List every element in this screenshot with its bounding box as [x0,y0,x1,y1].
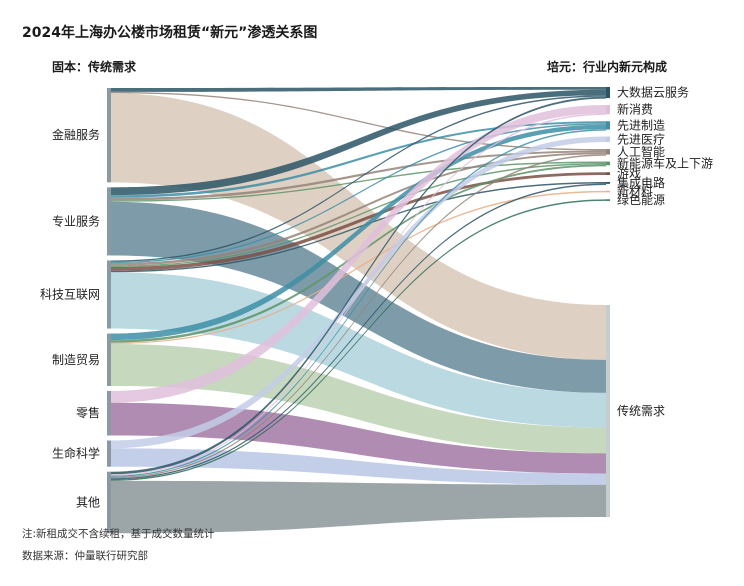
left-node-e4b893e4b89ae69c8de58aa1 [107,187,111,256]
right-node-e58588e8bf9be58cbbe79697 [606,136,610,143]
flow-e7a791e68a80e4ba92e88194e7bd91-to-e6b8b8e6888f [111,172,606,271]
right-node-label: 先进医疗 [617,132,665,146]
right-node-label: 人工智能 [617,144,665,159]
right-node-label: 游戏 [617,167,641,181]
flow-e7a791e68a80e4ba92e88194e7bd91-to-e4bca0e7bb9fe99c80e6b182 [111,272,606,428]
flow-e585b6e4bb96-to-e4babae5b7a5e699bae883bd [111,154,606,479]
flow-e585b6e4bb96-to-e5a4a7e695b0e68daee4ba91e69c8de58aa1 [111,96,606,475]
left-node-label: 零售 [76,405,100,420]
flow-e588b6e980a0e8b4b8e69893-to-e696b0e69d90e69699 [111,190,606,345]
left-node-e585b6e4bb96 [107,471,111,534]
data-source: 数据来源：仲量联行研究部 [22,550,148,562]
flow-e99bb6e594ae-to-e4bca0e7bb9fe99c80e6b182 [111,402,606,474]
flow-e585b6e4bb96-to-e99b86e68890e794b5e8b7af [111,183,606,480]
flow-e7a791e68a80e4ba92e88194e7bd91-to-e4babae5b7a5e699bae883bd [111,152,606,266]
right-node-label: 绿色能源 [617,192,665,207]
left-node-label: 其他 [76,495,100,509]
sankey-links [111,87,606,534]
right-node-e696b0e6b688e8b4b9 [606,105,610,115]
right-node-label: 新能源车及上下游 [617,155,713,170]
flow-e4b893e4b89ae69c8de58aa1-to-e4babae5b7a5e699bae883bd [111,150,606,201]
flow-e4b893e4b89ae69c8de58aa1-to-e4bca0e7bb9fe99c80e6b182 [111,201,606,393]
left-node-label: 科技互联网 [40,288,100,302]
chart-title: 2024年上海办公楼市场租赁“新元”渗透关系图 [22,25,318,41]
right-column-header: 培元：行业内新元构成 [547,60,668,74]
right-node-e4bca0e7bb9fe99c80e6b182 [606,305,610,517]
flow-e98791e89e8de69c8de58aa1-to-e5a4a7e695b0e68daee4ba91e69c8de58aa1 [111,87,606,92]
right-node-label: 新消费 [617,102,653,117]
left-node-e98791e89e8de69c8de58aa1 [107,88,111,183]
flow-e4b893e4b89ae69c8de58aa1-to-e5a4a7e695b0e68daee4ba91e69c8de58aa1 [111,89,606,196]
right-node-e7bbbfe889b2e883bde6ba90 [606,199,610,201]
flow-e98791e89e8de69c8de58aa1-to-e4babae5b7a5e699bae883bd [111,91,606,151]
right-node-e99b86e68890e794b5e8b7af [606,182,610,184]
flow-e585b6e4bb96-to-e4bca0e7bb9fe99c80e6b182 [111,480,606,534]
flow-e4b893e4b89ae69c8de58aa1-to-e58588e8bf9be588b6e980a0 [111,121,606,198]
flow-e7a791e68a80e4ba92e88194e7bd91-to-e696b0e883bde6ba90e8bda6e58f8ae4b88ae4b88be6b8b8 [111,163,606,267]
flow-e585b6e4bb96-to-e696b0e6b688e8b4b9 [111,113,606,476]
left-node-e7949fe591bde7a791e5ada6 [107,440,111,467]
right-node-label: 传统需求 [617,403,665,418]
flow-e7949fe591bde7a791e5ada6-to-e4bca0e7bb9fe99c80e6b182 [111,448,606,485]
right-node-e696b0e883bde6ba90e8bda6e58f8ae4b88ae4b88be6b8b8 [606,161,610,166]
right-node-e6b8b8e6888f [606,172,610,175]
right-node-label: 大数据云服务 [617,85,689,100]
right-node-label: 集成电路 [617,175,665,190]
left-node-e99bb6e594ae [107,390,111,436]
flow-e7949fe591bde7a791e5ada6-to-e58588e8bf9be58cbbe79697 [111,136,606,449]
right-node-e5a4a7e695b0e68daee4ba91e69c8de58aa1 [606,87,610,99]
right-node-label: 先进制造 [617,118,665,132]
right-node-label: 新材料 [617,184,653,199]
left-node-label: 专业服务 [52,213,100,228]
sankey-nodes [107,87,610,534]
left-column-header: 固本：传统需求 [52,60,137,74]
left-node-label: 制造贸易 [52,353,100,367]
flow-e585b6e4bb96-to-e58588e8bf9be588b6e980a0 [111,129,606,477]
flow-e7a791e68a80e4ba92e88194e7bd91-to-e5a4a7e695b0e68daee4ba91e69c8de58aa1 [111,95,606,262]
flow-e7a791e68a80e4ba92e88194e7bd91-to-e99b86e68890e794b5e8b7af [111,182,606,273]
right-node-e696b0e69d90e69699 [606,190,610,193]
flow-e7a791e68a80e4ba92e88194e7bd91-to-e58588e8bf9be588b6e980a0 [111,123,606,264]
left-node-label: 生命科学 [52,446,100,461]
flow-e99bb6e594ae-to-e696b0e6b688e8b4b9 [111,105,606,403]
flow-e588b6e980a0e8b4b8e69893-to-e58588e8bf9be588b6e980a0 [111,124,606,341]
left-node-e7a791e68a80e4ba92e88194e7bd91 [107,260,111,329]
left-node-label: 金融服务 [52,127,100,142]
right-node-e4babae5b7a5e699bae883bd [606,149,610,155]
right-node-e58588e8bf9be588b6e980a0 [606,121,610,130]
footnote: 注:新租成交不含续租，基于成交数量统计 [22,528,215,540]
flow-e585b6e4bb96-to-e7bbbfe889b2e883bde6ba90 [111,199,606,481]
left-node-e588b6e980a0e8b4b8e69893 [107,333,111,386]
flow-e4b893e4b89ae69c8de58aa1-to-e696b0e883bde6ba90e8bda6e58f8ae4b88ae4b88be6b8b8 [111,161,606,202]
